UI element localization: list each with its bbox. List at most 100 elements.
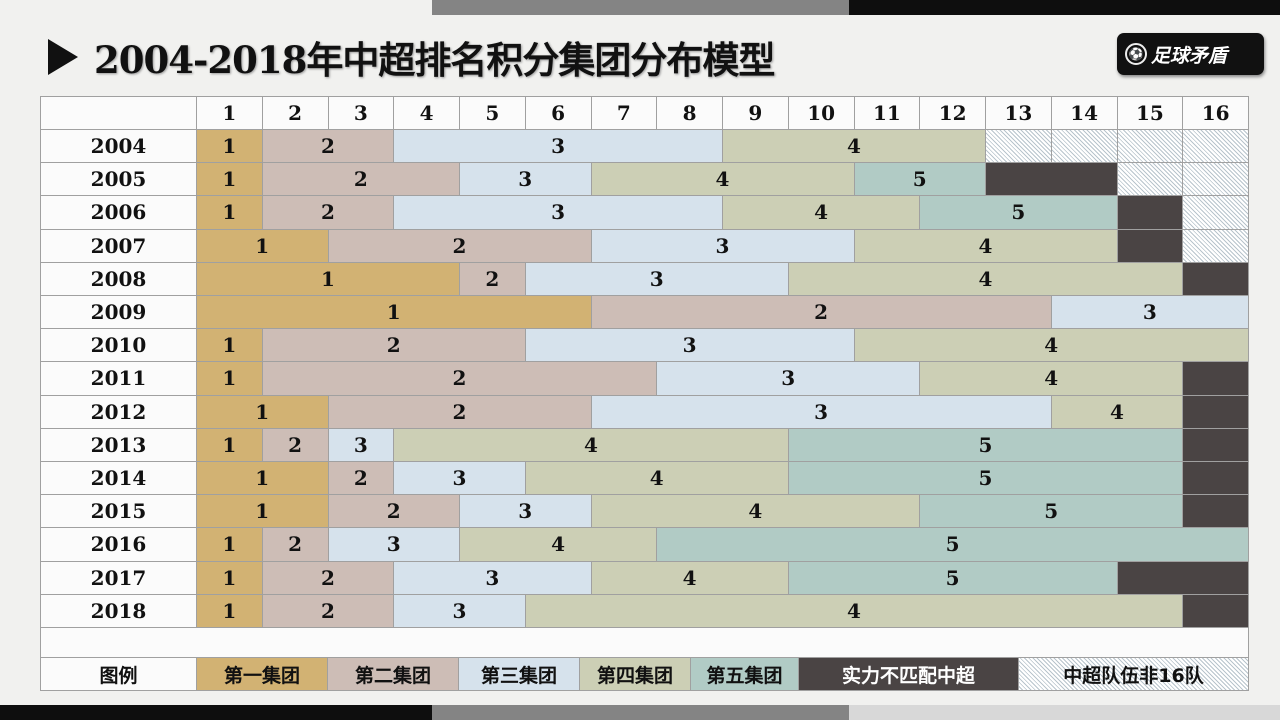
column-header-1: 1 bbox=[196, 96, 263, 130]
group-4-segment: 4 bbox=[590, 494, 921, 529]
page-title: 2004-2018年中超排名积分集团分布模型 bbox=[48, 30, 775, 84]
group-4-segment: 4 bbox=[459, 527, 658, 562]
group-4-segment: 4 bbox=[919, 361, 1184, 396]
group-5-segment: 5 bbox=[787, 461, 1184, 496]
mismatch-cell bbox=[1116, 228, 1184, 263]
group-3-segment: 3 bbox=[656, 361, 921, 396]
group-4-segment: 4 bbox=[787, 261, 1184, 296]
column-header-13: 13 bbox=[985, 96, 1052, 130]
title-text: 2004-2018年中超排名积分集团分布模型 bbox=[94, 38, 775, 82]
column-header-2: 2 bbox=[261, 96, 329, 130]
header-corner bbox=[40, 96, 197, 130]
legend-item-2: 第二集团 bbox=[327, 657, 459, 691]
group-2-segment: 2 bbox=[327, 394, 592, 429]
group-2-segment: 2 bbox=[261, 560, 395, 595]
group-1-segment: 1 bbox=[196, 361, 263, 396]
row-year-2013: 2013 bbox=[40, 427, 197, 462]
group-2-segment: 2 bbox=[261, 593, 395, 628]
mismatch-cell bbox=[1182, 361, 1249, 396]
row-year-2018: 2018 bbox=[40, 593, 197, 628]
row-year-2015: 2015 bbox=[40, 494, 197, 529]
group-5-segment: 5 bbox=[919, 195, 1118, 230]
group-1-segment: 1 bbox=[196, 295, 592, 330]
bottom-bar-gray bbox=[432, 705, 849, 720]
legend-item-4: 第四集团 bbox=[579, 657, 691, 691]
column-header-10: 10 bbox=[787, 96, 855, 130]
group-5-segment: 5 bbox=[656, 527, 1249, 562]
legend-item-1: 第一集团 bbox=[196, 657, 328, 691]
non-16-team-cell bbox=[1182, 129, 1249, 164]
group-3-segment: 3 bbox=[459, 494, 592, 529]
group-2-segment: 2 bbox=[261, 427, 329, 462]
mismatch-cell bbox=[1182, 593, 1249, 628]
logo: ⚽ 足球矛盾 bbox=[1117, 33, 1264, 75]
column-header-8: 8 bbox=[656, 96, 723, 130]
group-4-segment: 4 bbox=[722, 129, 986, 164]
column-header-14: 14 bbox=[1050, 96, 1118, 130]
row-year-2004: 2004 bbox=[40, 129, 197, 164]
non-16-team-cell bbox=[1182, 228, 1249, 263]
mismatch-cell bbox=[985, 162, 1118, 197]
group-3-segment: 3 bbox=[327, 427, 395, 462]
group-1-segment: 1 bbox=[196, 427, 263, 462]
non-16-team-cell bbox=[985, 129, 1052, 164]
non-16-team-cell bbox=[1182, 195, 1249, 230]
column-header-3: 3 bbox=[327, 96, 395, 130]
group-2-segment: 2 bbox=[261, 527, 329, 562]
bottom-bar-light bbox=[849, 705, 1280, 720]
column-header-16: 16 bbox=[1182, 96, 1249, 130]
mismatch-cell bbox=[1182, 261, 1249, 296]
group-2-segment: 2 bbox=[261, 162, 460, 197]
group-4-segment: 4 bbox=[853, 228, 1118, 263]
group-1-segment: 1 bbox=[196, 394, 329, 429]
group-3-segment: 3 bbox=[393, 461, 526, 496]
legend-item-3: 第三集团 bbox=[458, 657, 580, 691]
row-year-2010: 2010 bbox=[40, 328, 197, 363]
group-2-segment: 2 bbox=[261, 129, 395, 164]
column-header-9: 9 bbox=[722, 96, 789, 130]
column-header-11: 11 bbox=[853, 96, 921, 130]
group-5-segment: 5 bbox=[787, 427, 1184, 462]
group-4-segment: 4 bbox=[590, 560, 789, 595]
group-4-segment: 4 bbox=[524, 593, 1184, 628]
group-1-segment: 1 bbox=[196, 494, 329, 529]
legend-label: 图例 bbox=[40, 657, 197, 691]
row-year-2008: 2008 bbox=[40, 261, 197, 296]
mismatch-cell bbox=[1182, 461, 1249, 496]
mismatch-cell bbox=[1182, 427, 1249, 462]
top-bar-gray bbox=[432, 0, 849, 15]
group-3-segment: 3 bbox=[327, 527, 460, 562]
row-year-2016: 2016 bbox=[40, 527, 197, 562]
mismatch-cell bbox=[1182, 494, 1249, 529]
column-header-15: 15 bbox=[1116, 96, 1184, 130]
bottom-bar-black bbox=[0, 705, 432, 720]
play-triangle-icon bbox=[48, 39, 78, 75]
group-4-segment: 4 bbox=[524, 461, 789, 496]
mismatch-cell bbox=[1116, 560, 1249, 595]
column-header-7: 7 bbox=[590, 96, 658, 130]
group-3-segment: 3 bbox=[393, 560, 592, 595]
group-3-segment: 3 bbox=[524, 261, 789, 296]
group-2-segment: 2 bbox=[327, 461, 395, 496]
group-1-segment: 1 bbox=[196, 461, 329, 496]
group-2-segment: 2 bbox=[261, 361, 658, 396]
row-year-2014: 2014 bbox=[40, 461, 197, 496]
row-year-2007: 2007 bbox=[40, 228, 197, 263]
group-1-segment: 1 bbox=[196, 195, 263, 230]
group-3-segment: 3 bbox=[459, 162, 592, 197]
group-distribution-table: 1 2 3 4 5 6 7 8 9 10 11 12 13 14 15 16 2004 1 2 3 4 2005 1 2 3 4 5… bbox=[40, 96, 1249, 691]
group-4-segment: 4 bbox=[1050, 394, 1184, 429]
column-header-6: 6 bbox=[524, 96, 592, 130]
group-3-segment: 3 bbox=[590, 228, 855, 263]
blank-row bbox=[40, 627, 1249, 658]
group-5-segment: 5 bbox=[787, 560, 1118, 595]
group-1-segment: 1 bbox=[196, 162, 263, 197]
group-1-segment: 1 bbox=[196, 261, 460, 296]
group-1-segment: 1 bbox=[196, 560, 263, 595]
group-4-segment: 4 bbox=[853, 328, 1249, 363]
group-1-segment: 1 bbox=[196, 129, 263, 164]
group-4-segment: 4 bbox=[590, 162, 855, 197]
group-3-segment: 3 bbox=[1050, 295, 1249, 330]
group-3-segment: 3 bbox=[393, 195, 723, 230]
group-5-segment: 5 bbox=[853, 162, 986, 197]
